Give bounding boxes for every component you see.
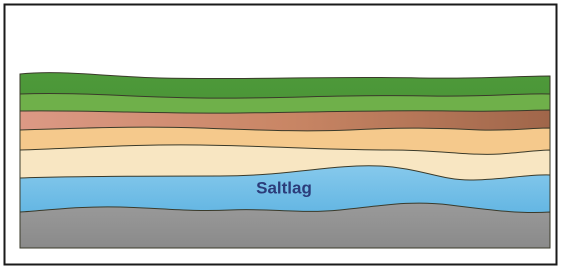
- salt-layer-label: Saltlag: [256, 178, 312, 197]
- diagram: Saltlag: [0, 0, 562, 269]
- page: {"diagram": {"label": "Saltlag"}} Saltla…: [0, 0, 562, 269]
